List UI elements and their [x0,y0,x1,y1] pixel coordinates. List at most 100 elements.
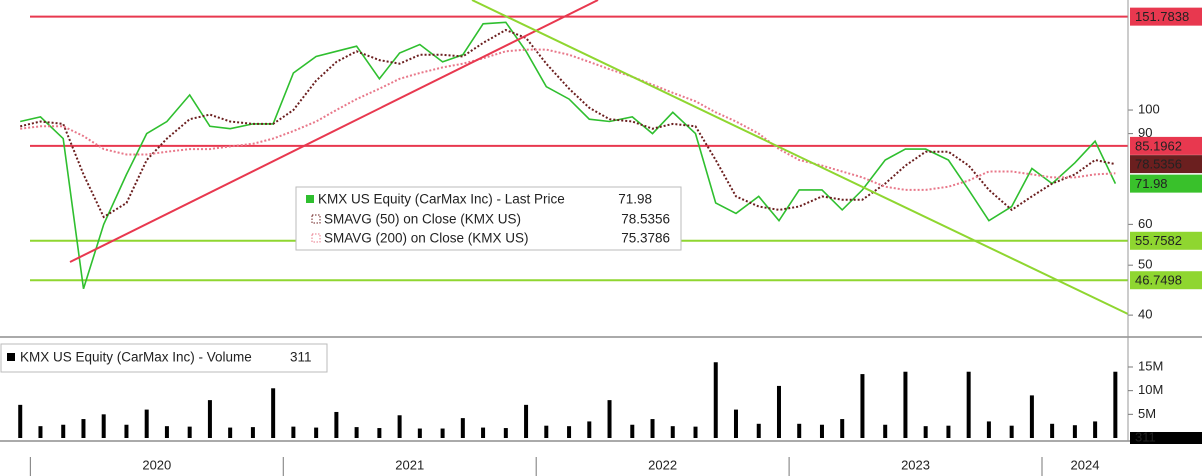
level-tag [1130,231,1202,250]
last-tag [1130,432,1202,444]
volume-bar [503,428,508,438]
volume-bar [164,426,169,438]
legend-value: 311 [290,350,312,365]
volume-bar [124,424,129,438]
volume-bar [903,371,908,438]
volume-bar [1093,421,1098,438]
y-tick-label: 90 [1138,125,1152,140]
y-tick-label: 40 [1138,307,1152,322]
volume-bar [1009,425,1014,438]
level-tag-label: 55.7582 [1135,233,1182,248]
legend-label: KMX US Equity (CarMax Inc) - Volume [20,350,252,365]
volume-bar [334,411,339,438]
level-tag-label: 85.1962 [1135,138,1182,153]
x-tick-label: 2024 [1071,457,1100,472]
legend-swatch [311,233,321,243]
volume-bar [460,418,465,438]
volume-bar [883,424,888,438]
volume-bar [314,427,319,438]
volume-bar [776,385,781,438]
y-tick-label: 60 [1138,216,1152,231]
volume-bar [946,425,951,438]
volume-bar [207,400,212,438]
legend-value: 75.3786 [621,231,670,246]
level-tag [1130,7,1202,26]
legend-value: 78.5356 [621,212,670,227]
volume-bar [923,426,928,438]
last-tag-label: 71.98 [1135,176,1168,191]
volume-bar [544,425,549,438]
volume-bar [81,419,86,438]
volume-bar [18,404,23,438]
last-tag-label: 311 [1135,429,1156,444]
volume-bar [1050,423,1055,438]
volume-bar [440,428,445,438]
volume-bar [587,421,592,438]
volume-bar [797,423,802,438]
last-tag [1130,174,1202,193]
volume-bar [187,426,192,438]
legend: KMX US Equity (CarMax Inc) - Last Price … [295,186,682,251]
legend-label: SMAVG (200) on Close (KMX US) [324,231,529,246]
volume-bar [986,421,991,438]
volume-bar [228,427,233,438]
volume-bar [250,427,255,438]
x-tick-label: 2021 [395,457,424,472]
volume-bar [567,426,572,438]
volume-bar [291,426,296,438]
volume-bar [693,426,698,438]
volume-bar [650,419,655,438]
legend-label: KMX US Equity (CarMax Inc) - Last Price [318,192,565,207]
y-tick-label: 5M [1138,406,1156,421]
volume-legend: KMX US Equity (CarMax Inc) - Volume 311 [0,343,328,373]
level-tag-label: 46.7498 [1135,273,1182,288]
level-tag [1130,136,1202,155]
level-tag [1130,271,1202,290]
volume-bar [966,371,971,438]
volume-bar [670,426,675,438]
legend-box [295,186,682,251]
volume-bar [271,388,276,438]
volume-bar [524,404,529,438]
last-tag [1130,155,1202,174]
volume-bar [819,424,824,438]
y-tick-label: 100 [1138,101,1160,116]
volume-bar [713,362,718,438]
trendline [69,0,599,263]
legend-box [0,343,328,373]
y-tick-label: 10M [1138,382,1163,397]
volume-bar [607,400,612,438]
legend-swatch [306,195,314,203]
x-tick-label: 2023 [901,457,930,472]
series-line [19,28,1116,219]
y-tick-label: 50 [1138,257,1152,272]
price-panel: 40 50 60 90 100 [18,15,1160,438]
y-tick-label: 15M [1138,358,1163,373]
volume-bar [38,426,43,438]
volume-bar [101,414,106,438]
legend-swatch [311,214,321,224]
trendline [471,0,1129,315]
legend-swatch [7,353,15,361]
volume-bar [1113,371,1118,438]
volume-bar [1072,425,1077,438]
volume-bar [354,427,359,438]
overlay: 5M 10M 15M 2020 2021 2022 2023 2024 151.7838 85.1… [29,7,1202,476]
volume-bar [481,427,486,438]
volume-bar [840,419,845,438]
volume-bar [397,415,402,438]
volume-bar [1029,395,1034,438]
level-tag-label: 151.7838 [1135,9,1189,24]
legend-value: 71.98 [618,192,652,207]
volume-bar [377,428,382,438]
volume-bar [733,409,738,438]
volume-bar [860,374,865,438]
volume-bar [630,424,635,438]
last-tag-label: 78.5356 [1135,157,1182,172]
volume-bar [756,423,761,438]
x-tick-label: 2020 [142,457,171,472]
legend-label: SMAVG (50) on Close (KMX US) [324,212,521,227]
volume-bar [417,428,422,438]
x-tick-label: 2022 [648,457,677,472]
